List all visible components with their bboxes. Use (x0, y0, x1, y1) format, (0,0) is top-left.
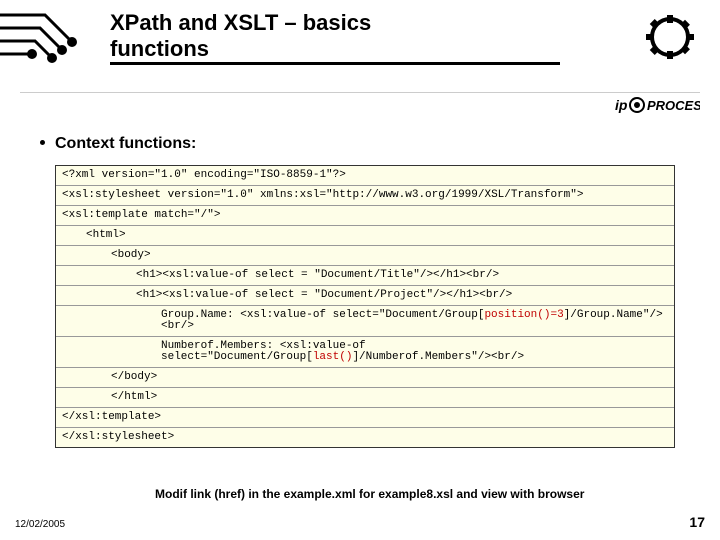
footer-date: 12/02/2005 (15, 519, 65, 530)
svg-text:ip: ip (615, 97, 628, 113)
code-line: <html> (56, 226, 674, 246)
header-divider (20, 92, 700, 93)
code-line: Group.Name: <xsl:value-of select="Docume… (56, 306, 674, 337)
ipprocess-logo: ip PROCESS (615, 95, 700, 115)
code-line: <?xml version="1.0" encoding="ISO-8859-1… (56, 166, 674, 186)
section-title: Context functions: (55, 135, 196, 153)
code-line: <xsl:stylesheet version="1.0" xmlns:xsl=… (56, 186, 674, 206)
section-bullet (40, 140, 45, 145)
footer-page-number: 17 (689, 514, 705, 530)
code-line: </xsl:stylesheet> (56, 428, 674, 447)
code-line: </body> (56, 368, 674, 388)
code-line: Numberof.Members: <xsl:value-of select="… (56, 337, 674, 368)
highlight: last() (313, 351, 353, 363)
code-line: <body> (56, 246, 674, 266)
gear-logo-icon (640, 15, 700, 60)
slide-caption: Modif link (href) in the example.xml for… (155, 487, 584, 501)
title-line-2: functions (110, 36, 209, 61)
highlight: position()=3 (484, 309, 563, 321)
svg-text:PROCESS: PROCESS (647, 98, 700, 113)
code-block: <?xml version="1.0" encoding="ISO-8859-1… (55, 165, 675, 448)
title-line-1: XPath and XSLT – basics (110, 10, 371, 35)
code-line: <h1><xsl:value-of select = "Document/Tit… (56, 266, 674, 286)
code-line: </html> (56, 388, 674, 408)
code-line: </xsl:template> (56, 408, 674, 428)
code-line: <h1><xsl:value-of select = "Document/Pro… (56, 286, 674, 306)
code-line: <xsl:template match="/"> (56, 206, 674, 226)
circuit-decoration-icon (0, 0, 110, 90)
title-underline (110, 62, 560, 65)
slide-header: XPath and XSLT – basics functions (0, 0, 720, 90)
slide-title: XPath and XSLT – basics functions (110, 10, 371, 63)
